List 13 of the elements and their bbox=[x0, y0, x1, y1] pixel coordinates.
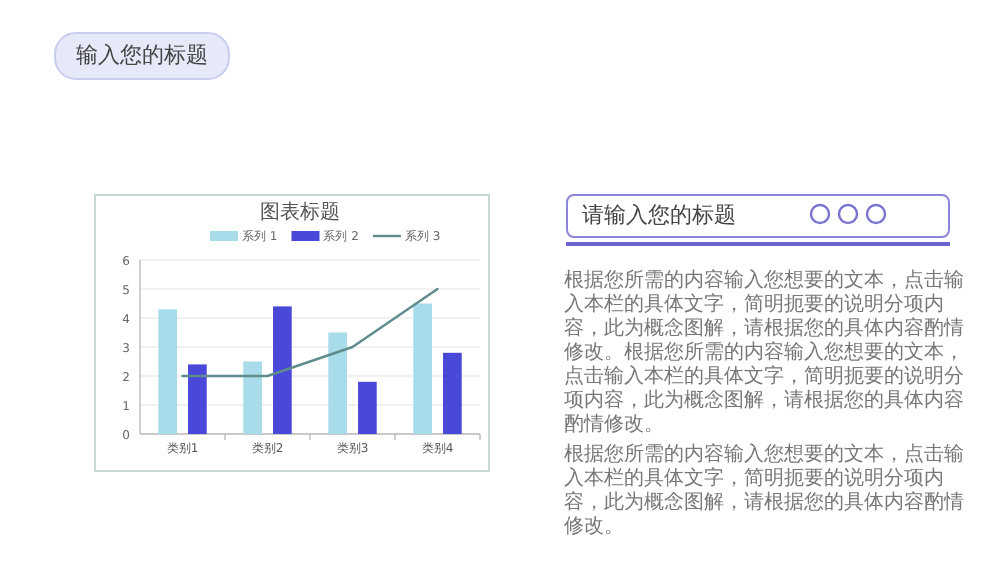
bar bbox=[443, 352, 462, 434]
bar bbox=[328, 332, 347, 434]
bar bbox=[358, 381, 377, 434]
bar bbox=[158, 309, 177, 434]
text: 输入您的标题 bbox=[54, 32, 230, 80]
text: 请输入您的标题 bbox=[582, 200, 736, 232]
bar bbox=[243, 361, 262, 434]
bar bbox=[273, 306, 292, 434]
chart-title: 图表标题 bbox=[260, 200, 340, 224]
text: 根据您所需的内容输入您想要的文本，点击输入本栏的具体文字，简明扼要的说明分项内容，此为概念图解，请根据您的具体内容酌情修改。 bbox=[564, 444, 964, 540]
bar bbox=[413, 303, 432, 434]
text: 根据您所需的内容输入您想要的文本，点击输入本栏的具体文字，简明扼要的说明分项内容，此为概念图解，请根据您的具体内容酌情修改。根据您所需的内容输入您想要的文本，点击输入本栏的具体文字，简明扼要的说明分项内容，此为概念图解，请根据您的具体内容酌情修改。 bbox=[564, 270, 964, 438]
bar bbox=[188, 364, 207, 434]
